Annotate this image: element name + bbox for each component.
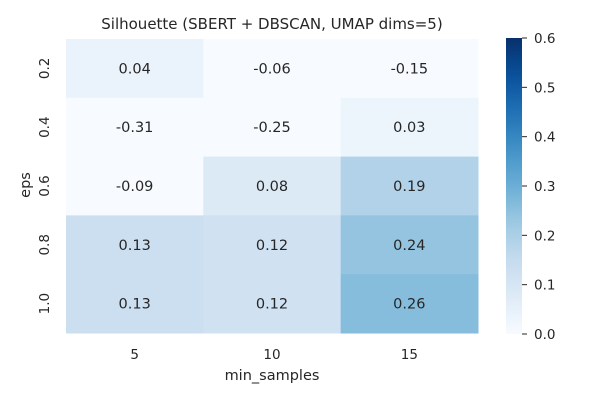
colorbar-tick-label: 0.2 bbox=[534, 228, 555, 244]
heatmap-cell bbox=[66, 274, 204, 334]
cell-value-label: -0.25 bbox=[253, 120, 291, 136]
heatmap-cell bbox=[203, 215, 342, 275]
cell-value-label: 0.13 bbox=[119, 297, 151, 313]
heatmap-cell bbox=[340, 274, 479, 334]
x-tick-labels: 5 10 15 bbox=[130, 347, 418, 363]
cell-value-label: 0.08 bbox=[256, 179, 288, 195]
x-tick-label: 15 bbox=[401, 347, 418, 363]
heatmap-cell bbox=[340, 156, 479, 216]
cell-value-label: 0.24 bbox=[393, 238, 425, 254]
y-tick-label: 0.4 bbox=[37, 116, 53, 137]
y-tick-label: 1.0 bbox=[37, 293, 53, 314]
cell-value-label: 0.13 bbox=[119, 238, 151, 254]
cell-value-label: 0.26 bbox=[393, 297, 425, 313]
heatmap-cell bbox=[203, 274, 342, 334]
cell-value-label: 0.12 bbox=[256, 238, 288, 254]
colorbar-gradient bbox=[506, 38, 522, 334]
heatmap-cell bbox=[66, 39, 204, 99]
heatmap-cell bbox=[66, 97, 204, 158]
heatmap-cell bbox=[340, 97, 479, 158]
cell-value-label: 0.12 bbox=[256, 297, 288, 313]
colorbar-tick-label: 0.4 bbox=[534, 130, 555, 146]
heatmap-cell bbox=[203, 97, 342, 158]
heatmap-cell bbox=[340, 215, 479, 275]
x-axis-label: min_samples bbox=[225, 368, 320, 384]
heatmap-cells: 0.04 -0.06 -0.15 -0.31 -0.25 0.03 -0.09 0.08 0.1… bbox=[66, 39, 479, 334]
heatmap-cell bbox=[66, 156, 204, 216]
cell-value-label: 0.04 bbox=[119, 61, 151, 77]
x-tick-label: 5 bbox=[130, 347, 139, 363]
colorbar-tick-label: 0.0 bbox=[534, 327, 555, 343]
y-tick-label: 0.2 bbox=[37, 58, 53, 79]
heatmap-cell bbox=[66, 215, 204, 275]
x-tick-label: 10 bbox=[263, 347, 280, 363]
y-axis-label: eps bbox=[18, 172, 34, 198]
colorbar: 0.0 0.1 0.2 0.3 0.4 0.5 0.6 bbox=[506, 31, 555, 343]
y-tick-label: 0.6 bbox=[37, 175, 53, 196]
cell-value-label: 0.03 bbox=[393, 120, 425, 136]
cell-value-label: -0.15 bbox=[391, 61, 429, 77]
cell-value-label: 0.19 bbox=[393, 179, 425, 195]
colorbar-tick-label: 0.6 bbox=[534, 31, 555, 47]
colorbar-tick-label: 0.3 bbox=[534, 179, 555, 195]
heatmap-cell bbox=[203, 39, 342, 99]
y-tick-label: 0.8 bbox=[37, 234, 53, 255]
cell-value-label: -0.09 bbox=[116, 179, 154, 195]
cell-value-label: -0.06 bbox=[253, 61, 291, 77]
cell-value-label: -0.31 bbox=[116, 120, 154, 136]
chart-title: Silhouette (SBERT + DBSCAN, UMAP dims=5) bbox=[101, 15, 442, 33]
colorbar-tick-label: 0.1 bbox=[534, 278, 555, 294]
y-tick-labels: 0.2 0.4 0.6 0.8 1.0 bbox=[37, 58, 53, 315]
heatmap-cell bbox=[340, 39, 479, 99]
colorbar-tick-label: 0.5 bbox=[534, 80, 555, 96]
heatmap-cell bbox=[203, 156, 342, 216]
